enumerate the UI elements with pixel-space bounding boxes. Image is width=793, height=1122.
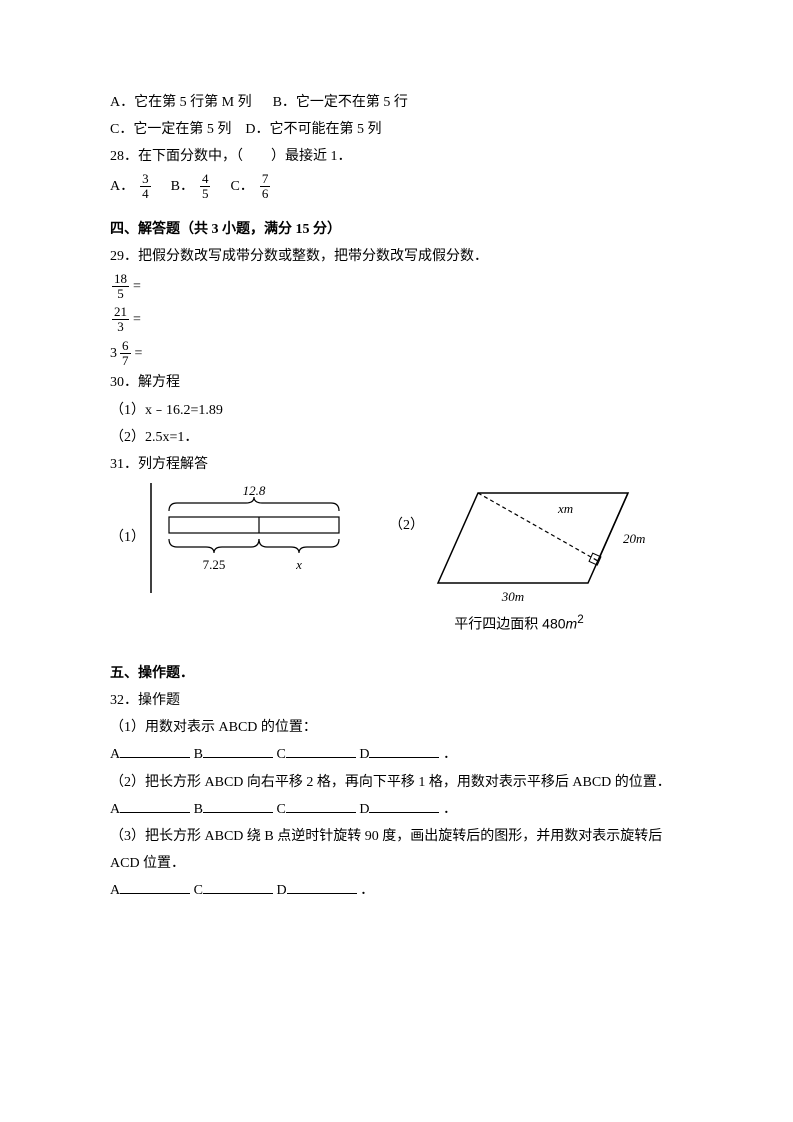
q32-stem: 32．操作题	[110, 688, 683, 713]
q29-text: 把假分数改写成带分数或整数，把带分数改写成假分数．	[138, 249, 488, 264]
blank[interactable]	[286, 799, 356, 813]
q29-eq3: =	[135, 341, 143, 366]
q27-optD-text: 它不可能在第 5 列	[269, 122, 381, 137]
q31-diagrams: （1） 12.8 7.25 x （2）	[110, 483, 683, 637]
q29-eq2: =	[133, 307, 141, 332]
q28-number: 28．	[110, 149, 138, 164]
q28-options: A． 34 B． 45 C． 76	[110, 172, 683, 202]
blank[interactable]	[203, 880, 273, 894]
q29-frac3: 67	[120, 339, 131, 369]
blank[interactable]	[286, 744, 356, 758]
q27-optB-label: B．	[273, 95, 296, 110]
d2-20m: 20m	[623, 531, 645, 546]
d1-right-text: x	[295, 557, 302, 572]
q29-f2: 213 =	[110, 305, 683, 335]
q32-p2-blanks: A B C D ．	[110, 797, 683, 822]
q31-stem: 31．列方程解答	[110, 452, 683, 477]
q30-p2: （2）2.5x=1．	[110, 425, 683, 450]
q28-text: 在下面分数中，（ ）最接近 1．	[138, 149, 352, 164]
q29-f1: 185 =	[110, 272, 683, 302]
q28-fracA: 34	[140, 172, 151, 202]
q27-optB-text: 它一定不在第 5 行	[296, 95, 408, 110]
q28-optC: C．	[230, 174, 253, 199]
q28-fracB: 45	[200, 172, 211, 202]
blank[interactable]	[287, 880, 357, 894]
q32-p1-blanks: A B C D ．	[110, 742, 683, 767]
q27-optC-label: C．	[110, 122, 133, 137]
d1-left-text: 7.25	[203, 557, 226, 572]
q27-optA-text: 它在第 5 行第 M 列	[134, 95, 251, 110]
q32-p3-blanks: A C D ．	[110, 878, 683, 903]
q29-mixed3: 3 67	[110, 339, 133, 369]
blank[interactable]	[120, 744, 190, 758]
q31-number: 31．	[110, 457, 138, 472]
q30-number: 30．	[110, 375, 138, 390]
q30-stem: 30．解方程	[110, 370, 683, 395]
q31-text: 列方程解答	[138, 457, 208, 472]
q28-optA: A．	[110, 174, 134, 199]
q27-optA-label: A．	[110, 95, 134, 110]
q31-d2-caption: 平行四边面积 480m2	[389, 609, 649, 637]
q28-optB: B．	[171, 174, 194, 199]
q31-diagram1: 12.8 7.25 x	[149, 483, 349, 593]
blank[interactable]	[369, 799, 439, 813]
q31-d1-label: （1）	[110, 525, 145, 550]
q32-p3a: （3）把长方形 ABCD 绕 B 点逆时针旋转 90 度，画出旋转后的图形，并用…	[110, 824, 683, 849]
q27-line1: A．它在第 5 行第 M 列 B．它一定不在第 5 行	[110, 90, 683, 115]
q32-p1: （1）用数对表示 ABCD 的位置：	[110, 715, 683, 740]
d1-top-text: 12.8	[243, 483, 266, 498]
section4-title: 四、解答题（共 3 小题，满分 15 分）	[110, 217, 683, 242]
q30-text: 解方程	[138, 375, 180, 390]
q29-frac1: 185	[112, 272, 129, 302]
blank[interactable]	[203, 744, 273, 758]
q27-optD-label: D．	[245, 122, 269, 137]
q32-number: 32．	[110, 693, 138, 708]
d2-xm: xm	[557, 501, 573, 516]
q29-eq1: =	[133, 274, 141, 299]
d2-30m: 30m	[501, 589, 524, 604]
blank[interactable]	[120, 799, 190, 813]
q27-optC-text: 它一定在第 5 列	[133, 122, 231, 137]
q32-p2: （2）把长方形 ABCD 向右平移 2 格，再向下平移 1 格，用数对表示平移后…	[110, 770, 683, 795]
q29-number: 29．	[110, 249, 138, 264]
q28-fracC: 76	[260, 172, 271, 202]
q29-f3: 3 67 =	[110, 339, 683, 369]
q31-diagram2: xm 20m 30m	[428, 483, 648, 603]
section5-title: 五、操作题．	[110, 661, 683, 686]
q32-text: 操作题	[138, 693, 180, 708]
blank[interactable]	[203, 799, 273, 813]
q31-d2-label: （2）	[389, 513, 424, 538]
q27-line2: C．它一定在第 5 列 D．它不可能在第 5 列	[110, 117, 683, 142]
q29-stem: 29．把假分数改写成带分数或整数，把带分数改写成假分数．	[110, 244, 683, 269]
q32-p3b: ACD 位置．	[110, 851, 683, 876]
q28-stem: 28．在下面分数中，（ ）最接近 1．	[110, 144, 683, 169]
q29-frac2: 213	[112, 305, 129, 335]
q30-p1: （1）x﹣16.2=1.89	[110, 398, 683, 423]
blank[interactable]	[120, 880, 190, 894]
blank[interactable]	[369, 744, 439, 758]
